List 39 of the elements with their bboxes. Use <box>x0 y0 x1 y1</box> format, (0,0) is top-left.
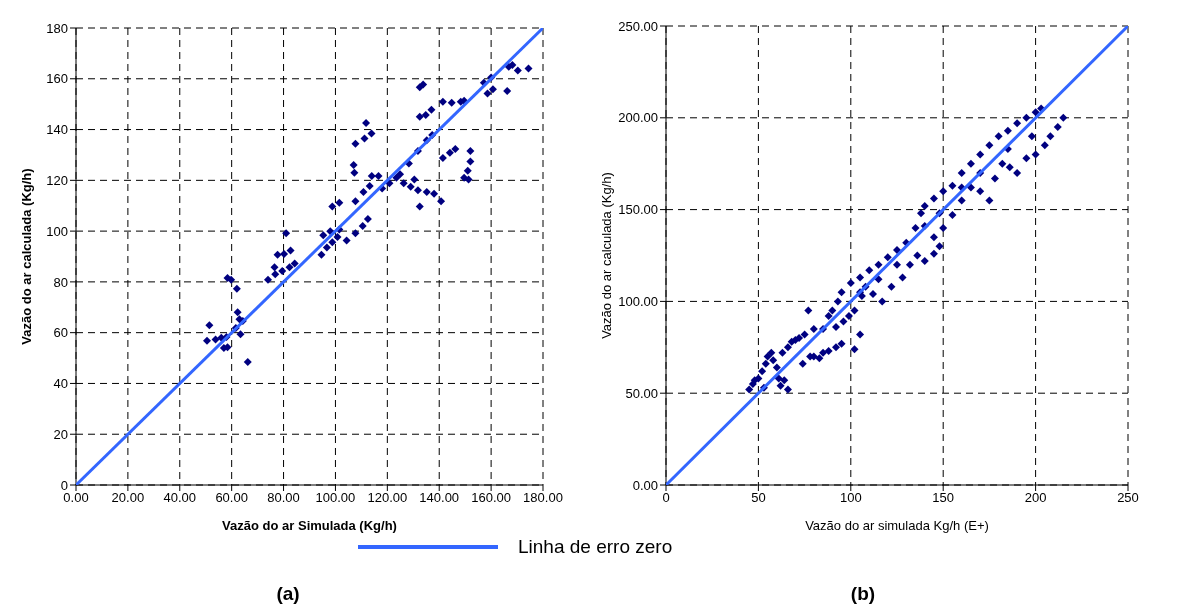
y-axis-title: Vazão do ar calculada (Kg/h) <box>18 168 34 345</box>
x-tick-label: 60.00 <box>215 490 248 506</box>
text: (a) <box>275 583 301 605</box>
x-tick-label: 0 <box>662 490 670 506</box>
y-tick-label: 150.00 <box>618 202 658 218</box>
y-tick-label: 160 <box>46 71 68 87</box>
y-tick-label: 180 <box>46 20 68 36</box>
text: (b) <box>849 583 877 605</box>
y-tick-label: 50.00 <box>625 385 658 401</box>
y-tick-label: 0.00 <box>632 477 658 493</box>
x-tick-label: 80.00 <box>267 490 300 506</box>
x-tick-label: 250 <box>1117 490 1139 506</box>
x-tick-label: 100 <box>839 490 862 506</box>
y-tick-label: 250.00 <box>618 18 658 34</box>
x-tick-label: 150 <box>932 490 955 506</box>
y-tick-label: 120 <box>46 172 68 188</box>
x-tick-label: 100.00 <box>315 490 356 506</box>
y-tick-label: 100 <box>46 223 68 239</box>
x-tick-label: 160.00 <box>471 490 511 506</box>
x-tick-label: 120.00 <box>367 490 408 506</box>
x-tick-label: 180.00 <box>523 490 563 506</box>
y-tick-label: 200.00 <box>618 110 658 126</box>
y-tick-label: 0 <box>60 477 68 493</box>
x-tick-label: 50 <box>751 490 766 506</box>
y-tick-label: 80 <box>53 274 68 290</box>
x-axis-title: Vazão do ar simulada Kg/h (E+) <box>805 518 989 533</box>
text: Linha de erro zero <box>518 536 673 558</box>
x-tick-label: 40.00 <box>163 490 197 506</box>
y-tick-label: 20 <box>53 426 68 442</box>
x-tick-label: 200 <box>1024 490 1047 506</box>
x-tick-label: 20.00 <box>111 490 145 506</box>
y-axis-title: Vazão do ar calculada (Kg/h) <box>598 172 614 339</box>
x-tick-label: 0.00 <box>63 490 89 506</box>
x-tick-label: 140.00 <box>419 490 460 506</box>
y-tick-label: 40 <box>53 376 68 392</box>
y-tick-label: 140 <box>46 122 68 138</box>
x-axis-title: Vazão do ar Simulada (Kg/h) <box>222 518 397 533</box>
y-tick-label: 100.00 <box>618 294 658 310</box>
y-tick-label: 60 <box>53 325 68 341</box>
